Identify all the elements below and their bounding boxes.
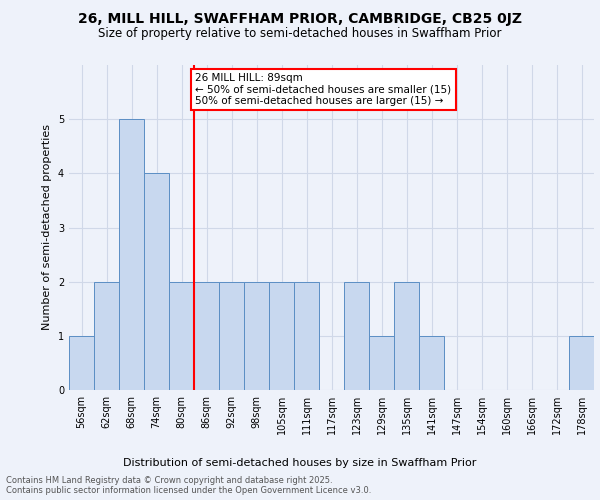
Bar (194, 282, 219, 390)
Bar (344, 282, 369, 390)
Text: Contains HM Land Registry data © Crown copyright and database right 2025.
Contai: Contains HM Land Registry data © Crown c… (6, 476, 371, 495)
Bar (144, 174, 169, 390)
Bar (169, 282, 194, 390)
Bar (244, 282, 269, 390)
Text: Distribution of semi-detached houses by size in Swaffham Prior: Distribution of semi-detached houses by … (124, 458, 476, 468)
Bar (269, 282, 294, 390)
Bar (119, 119, 144, 390)
Bar (419, 336, 444, 390)
Text: 26 MILL HILL: 89sqm
← 50% of semi-detached houses are smaller (15)
50% of semi-d: 26 MILL HILL: 89sqm ← 50% of semi-detach… (195, 73, 451, 106)
Bar (219, 282, 244, 390)
Bar (69, 336, 94, 390)
Text: 26, MILL HILL, SWAFFHAM PRIOR, CAMBRIDGE, CB25 0JZ: 26, MILL HILL, SWAFFHAM PRIOR, CAMBRIDGE… (78, 12, 522, 26)
Bar (569, 336, 594, 390)
Bar (94, 282, 119, 390)
Bar (394, 282, 419, 390)
Bar (294, 282, 319, 390)
Bar (369, 336, 394, 390)
Y-axis label: Number of semi-detached properties: Number of semi-detached properties (43, 124, 52, 330)
Text: Size of property relative to semi-detached houses in Swaffham Prior: Size of property relative to semi-detach… (98, 28, 502, 40)
